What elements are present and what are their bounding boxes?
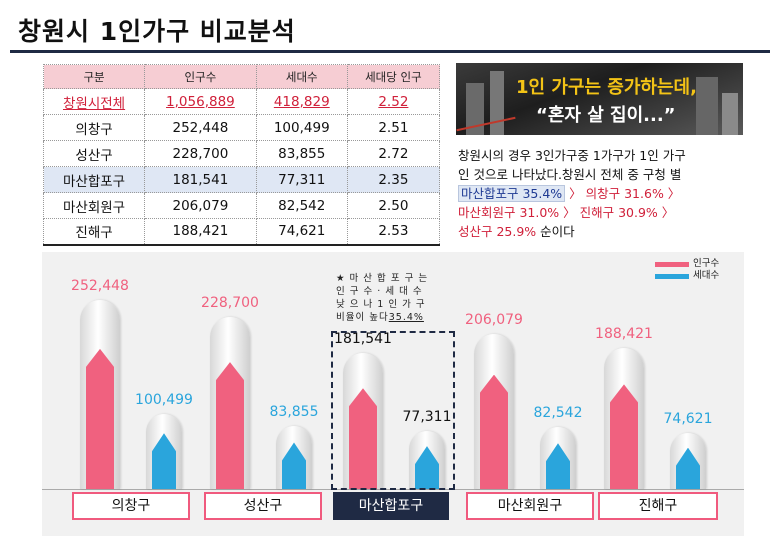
description-line: 인 것으로 나타났다.창원시 전체 중 구청 별 [458, 167, 682, 182]
table-cell: 228,700 [144, 140, 257, 167]
table-cell: 창원시전체 [42, 88, 146, 115]
ranking-suffix: 순이다 [536, 224, 575, 239]
highlight-frame [331, 331, 455, 490]
category-label: 마산합포구 [333, 492, 449, 520]
table-cell: 252,448 [144, 114, 257, 141]
table-cell: 77,311 [255, 166, 348, 193]
table-row: 진해구 188,421 74,621 2.53 [42, 218, 441, 246]
table-row: 창원시전체 1,056,889 418,829 2.52 [42, 88, 441, 115]
page-title: 창원시 1인가구 비교분석 [18, 17, 296, 46]
population-bar [86, 348, 114, 489]
category-label: 성산구 [204, 492, 322, 520]
stats-table: 구분 인구수 세대수 세대당 인구 창원시전체 1,056,889 418,82… [42, 64, 441, 246]
households-value-label: 77,311 [402, 409, 452, 426]
highlight-badge: 마산합포구 35.4% [458, 185, 566, 202]
table-cell: 2.72 [346, 140, 441, 167]
households-value-label: 82,542 [533, 405, 583, 422]
table-row: 성산구 228,700 83,855 2.72 [42, 140, 441, 167]
households-value-label: 83,855 [269, 404, 319, 421]
population-bar [480, 374, 508, 489]
table-cell: 74,621 [255, 218, 348, 246]
table-row: 의창구 252,448 100,499 2.51 [42, 114, 441, 141]
category-label: 의창구 [72, 492, 190, 520]
banner-headline: 1인 가구는 증가하는데, [516, 77, 697, 98]
population-bar [216, 362, 244, 489]
building-shape [490, 71, 504, 135]
population-value-label: 188,421 [595, 325, 653, 342]
population-value-label: 228,700 [201, 295, 259, 312]
table-row: 마산회원구 206,079 82,542 2.50 [42, 192, 441, 219]
table-header-row: 구분 인구수 세대수 세대당 인구 [42, 64, 441, 89]
table-cell: 2.53 [346, 218, 441, 246]
description-line: 마산회원구 31.0% 〉 진해구 30.9% 〉 [458, 205, 675, 220]
ranking-text: 성산구 25.9% [458, 224, 537, 239]
population-value-label: 181,541 [334, 330, 392, 347]
ranking-text: 〉 의창구 31.6% 〉 [565, 186, 681, 201]
table-cell: 마산합포구 [42, 166, 146, 193]
table-cell: 2.50 [346, 192, 441, 219]
note-line: 비율이 높다35.4% [336, 311, 456, 324]
description-line: 창원시의 경우 3인가구중 1가구가 1인 가구 [458, 148, 686, 163]
legend-swatch [655, 273, 689, 279]
table-cell: 2.52 [346, 88, 441, 115]
table-header: 세대수 [255, 64, 348, 89]
table-cell: 181,541 [144, 166, 257, 193]
legend-label: 세대수 [693, 270, 720, 281]
building-shape [466, 83, 484, 135]
population-value-label: 252,448 [71, 277, 129, 294]
table-header: 인구수 [144, 64, 257, 89]
description-text: 창원시의 경우 3인가구중 1가구가 1인 가구 인 것으로 나타났다.창원시 … [458, 146, 758, 241]
population-bar [349, 388, 377, 489]
table-header: 구분 [42, 64, 146, 89]
banner-image: 1인 가구는 증가하는데, “혼자 살 집이...” [456, 63, 743, 135]
title-divider [10, 50, 770, 53]
table-cell: 진해구 [42, 218, 146, 246]
table-cell: 마산회원구 [42, 192, 146, 219]
households-value-label: 100,499 [135, 391, 193, 408]
note-line: ★ 마 산 합 포 구 는 [336, 273, 429, 284]
chart-legend: 인구수 세대수 [655, 258, 719, 282]
category-label: 진해구 [598, 492, 718, 520]
households-value-label: 74,621 [663, 411, 713, 428]
building-shape [696, 77, 718, 135]
description-line: 마산합포구 35.4% 〉 의창구 31.6% 〉 [458, 184, 758, 203]
table-cell: 83,855 [255, 140, 348, 167]
table-cell: 82,542 [255, 192, 348, 219]
table-cell: 188,421 [144, 218, 257, 246]
table-cell: 2.35 [346, 166, 441, 193]
table-cell: 100,499 [255, 114, 348, 141]
note-line: 낮 으 나 1 인 가 구 [336, 299, 426, 310]
banner-subheadline: “혼자 살 집이...” [536, 105, 676, 126]
legend-swatch [655, 261, 689, 267]
table-cell: 1,056,889 [144, 88, 257, 115]
note-percent: 35.4% [388, 312, 424, 323]
table-header: 세대당 인구 [346, 64, 441, 89]
note-line: 인 구 수 · 세 대 수 [336, 286, 423, 297]
legend-item-households: 세대수 [655, 270, 719, 282]
population-value-label: 206,079 [465, 312, 523, 329]
annotation-note: ★ 마 산 합 포 구 는 인 구 수 · 세 대 수 낮 으 나 1 인 가 … [336, 272, 456, 324]
note-text: 비율이 높다 [336, 312, 389, 323]
description-line: 성산구 25.9% 순이다 [458, 222, 758, 241]
table-cell: 418,829 [255, 88, 348, 115]
table-cell: 2.51 [346, 114, 441, 141]
category-label: 마산회원구 [466, 492, 594, 520]
table-cell: 의창구 [42, 114, 146, 141]
table-cell: 성산구 [42, 140, 146, 167]
table-row-highlighted: 마산합포구 181,541 77,311 2.35 [42, 166, 441, 193]
population-bar [610, 384, 638, 489]
legend-item-population: 인구수 [655, 258, 719, 270]
table-cell: 206,079 [144, 192, 257, 219]
building-shape [722, 93, 738, 135]
legend-label: 인구수 [693, 258, 720, 269]
